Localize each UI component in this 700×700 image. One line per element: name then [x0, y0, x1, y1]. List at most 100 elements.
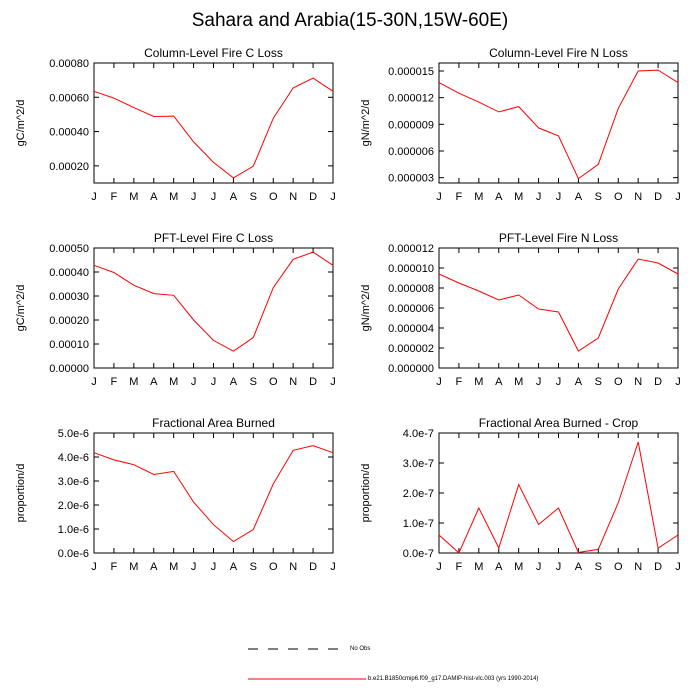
x-tick-label: A — [495, 191, 503, 203]
series-line — [438, 69, 679, 180]
y-tick-label: 0.00030 — [49, 291, 89, 303]
x-tick-label: M — [474, 191, 483, 203]
y-tick-label: 0.000008 — [388, 283, 434, 295]
x-tick-label: A — [575, 191, 583, 203]
plot-frame — [438, 432, 679, 554]
x-tick-label: D — [654, 376, 662, 388]
x-tick-label: J — [436, 561, 442, 573]
panel-title: Column-Level Fire N Loss — [489, 46, 628, 60]
x-tick-label: J — [211, 561, 217, 573]
x-tick-label: A — [230, 561, 238, 573]
x-tick-label: A — [230, 376, 238, 388]
x-tick-label: F — [456, 191, 463, 203]
x-tick-label: N — [634, 376, 642, 388]
chart-panel-1: J F M A M J J A S O N D J0.000200.000400.000600.0008… — [15, 58, 336, 203]
x-tick-label: J — [436, 376, 442, 388]
y-tick-label: 0.0e-6 — [58, 548, 89, 560]
x-tick-label: J — [211, 191, 217, 203]
y-tick-label: 4.0e-7 — [403, 428, 434, 440]
chart-panel-2: J F M A M J J A S O N D J0.0000030.0000060.0000090.0… — [360, 62, 681, 203]
series-line — [93, 77, 334, 179]
plot-frame — [93, 62, 334, 184]
x-tick-label: J — [675, 561, 681, 573]
y-tick-label: 0.000006 — [388, 303, 434, 315]
x-tick-label: A — [575, 561, 583, 573]
x-tick-label: J — [330, 191, 336, 203]
x-tick-label: M — [169, 561, 178, 573]
x-tick-label: S — [595, 561, 602, 573]
x-tick-label: D — [309, 376, 317, 388]
x-tick-label: O — [269, 191, 278, 203]
x-tick-label: F — [111, 561, 118, 573]
x-tick-label: J — [91, 561, 97, 573]
y-tick-label: 1.0e-7 — [403, 518, 434, 530]
x-tick-label: M — [474, 376, 483, 388]
series-line — [93, 445, 334, 543]
chart-panel-5: J F M A M J J A S O N D J0.0e-61.0e-62.0e-63.0e-64.0… — [15, 428, 336, 573]
x-tick-label: M — [129, 561, 138, 573]
y-tick-label: 0.000010 — [388, 263, 434, 275]
y-tick-label: 2.0e-6 — [58, 500, 89, 512]
y-tick-label: 5.0e-6 — [58, 428, 89, 440]
x-tick-label: J — [91, 191, 97, 203]
panel-title: PFT-Level Fire N Loss — [498, 231, 619, 245]
x-tick-label: N — [289, 376, 297, 388]
x-tick-label: S — [595, 376, 602, 388]
x-tick-label: D — [654, 191, 662, 203]
x-tick-label: F — [456, 561, 463, 573]
x-tick-label: A — [150, 561, 158, 573]
x-tick-label: S — [250, 191, 257, 203]
x-tick-label: D — [309, 561, 317, 573]
x-tick-label: O — [614, 376, 623, 388]
x-tick-label: J — [191, 561, 197, 573]
y-axis-label: proportion/d — [15, 464, 27, 523]
series-line — [438, 258, 679, 352]
chart-panel-6: J F M A M J J A S O N D J0.0e-71.0e-72.0e-73.0e-74.0… — [360, 428, 681, 573]
x-tick-label: S — [595, 191, 602, 203]
x-tick-label: M — [129, 191, 138, 203]
x-tick-label: O — [614, 561, 623, 573]
figure-title: Sahara and Arabia(15-30N,15W-60E) — [191, 10, 509, 31]
x-tick-label: N — [634, 191, 642, 203]
x-tick-label: M — [514, 561, 523, 573]
x-tick-label: M — [169, 191, 178, 203]
x-tick-label: A — [150, 191, 158, 203]
y-tick-label: 2.0e-7 — [403, 488, 434, 500]
y-tick-label: 3.0e-6 — [58, 476, 89, 488]
x-tick-label: J — [436, 191, 442, 203]
chart-panel-3: J F M A M J J A S O N D J0.000000.000100.000200.0003… — [15, 243, 336, 388]
y-tick-label: 0.00020 — [49, 315, 89, 327]
x-tick-label: F — [111, 191, 118, 203]
x-tick-label: D — [654, 561, 662, 573]
y-tick-label: 1.0e-6 — [58, 524, 89, 536]
plot-frame — [438, 247, 679, 369]
x-tick-label: M — [474, 561, 483, 573]
y-tick-label: 0.00040 — [49, 127, 89, 139]
x-tick-label: J — [536, 376, 542, 388]
x-tick-label: J — [330, 561, 336, 573]
chart-panel-4: J F M A M J J A S O N D J0.0000000.0000020.0000040.0… — [360, 243, 681, 388]
x-tick-label: M — [514, 376, 523, 388]
y-axis-label: gC/m^2/d — [15, 100, 27, 147]
x-tick-label: J — [556, 191, 562, 203]
series-line — [93, 251, 334, 352]
x-tick-label: O — [614, 191, 623, 203]
y-tick-label: 0.000012 — [388, 93, 434, 105]
y-tick-label: 0.000002 — [388, 343, 434, 355]
legend-model-label: b.e21.B1850cmip6.f09_g17.DAMIP-hist-vlc.… — [368, 676, 539, 682]
x-tick-label: O — [269, 376, 278, 388]
y-tick-label: 0.000004 — [388, 323, 434, 335]
x-tick-label: N — [289, 561, 297, 573]
series-line — [438, 441, 679, 554]
y-tick-label: 0.00010 — [49, 339, 89, 351]
x-tick-label: N — [289, 191, 297, 203]
x-tick-label: A — [495, 376, 503, 388]
x-tick-label: D — [309, 191, 317, 203]
x-tick-label: O — [269, 561, 278, 573]
x-tick-label: J — [330, 376, 336, 388]
plot-frame — [93, 432, 334, 554]
x-tick-label: S — [250, 376, 257, 388]
x-tick-label: J — [211, 376, 217, 388]
panel-title: Fractional Area Burned - Crop — [478, 416, 639, 430]
